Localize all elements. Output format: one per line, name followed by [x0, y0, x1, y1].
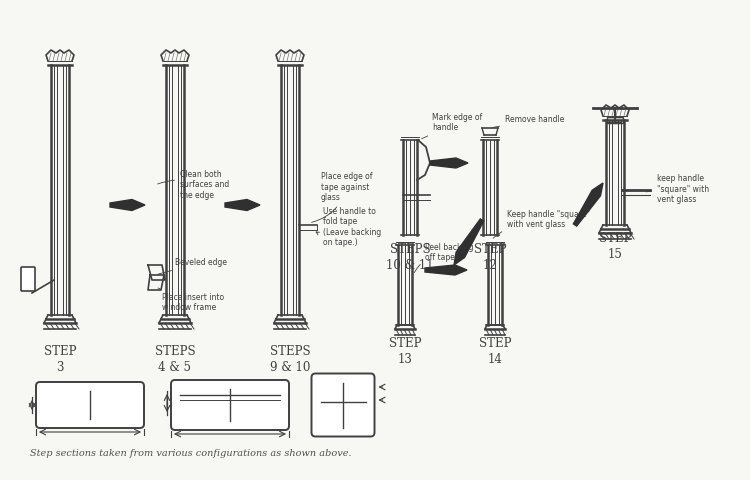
Text: Place edge of
tape against
glass: Place edge of tape against glass	[312, 172, 373, 222]
Text: STEPS
4 & 5: STEPS 4 & 5	[154, 345, 195, 374]
FancyBboxPatch shape	[21, 267, 35, 291]
FancyBboxPatch shape	[607, 117, 623, 123]
Text: Peel backing
off tape: Peel backing off tape	[414, 242, 473, 273]
Polygon shape	[454, 219, 484, 265]
Text: STEP
13: STEP 13	[388, 337, 422, 366]
Text: Mark edge of
handle: Mark edge of handle	[422, 113, 482, 139]
Text: STEP
3: STEP 3	[44, 345, 76, 374]
FancyBboxPatch shape	[311, 373, 374, 436]
Text: Place insert into
window frame: Place insert into window frame	[158, 288, 224, 312]
Text: Use handle to
fold tape
(Leave backing
on tape.): Use handle to fold tape (Leave backing o…	[316, 207, 381, 247]
Text: Clean both
surfaces and
the edge: Clean both surfaces and the edge	[158, 170, 230, 200]
Text: Keep handle "square"
with vent glass: Keep handle "square" with vent glass	[493, 210, 590, 238]
FancyBboxPatch shape	[36, 382, 144, 428]
Text: Step sections taken from various configurations as shown above.: Step sections taken from various configu…	[30, 449, 352, 458]
Text: STEP
14: STEP 14	[478, 337, 512, 366]
Polygon shape	[225, 200, 260, 211]
Text: STEPS
10 & 11: STEPS 10 & 11	[386, 243, 433, 272]
Text: STEP
12: STEP 12	[474, 243, 506, 272]
Polygon shape	[573, 183, 603, 226]
Text: Beveled edge: Beveled edge	[158, 258, 227, 274]
Polygon shape	[110, 200, 145, 211]
Text: Remove handle: Remove handle	[493, 115, 564, 128]
FancyBboxPatch shape	[171, 380, 289, 430]
Polygon shape	[430, 158, 468, 168]
Polygon shape	[425, 265, 467, 275]
Text: keep handle
"square" with
vent glass: keep handle "square" with vent glass	[646, 174, 710, 204]
Text: STEP
15: STEP 15	[598, 232, 632, 261]
Text: STEPS
9 & 10: STEPS 9 & 10	[270, 345, 310, 374]
